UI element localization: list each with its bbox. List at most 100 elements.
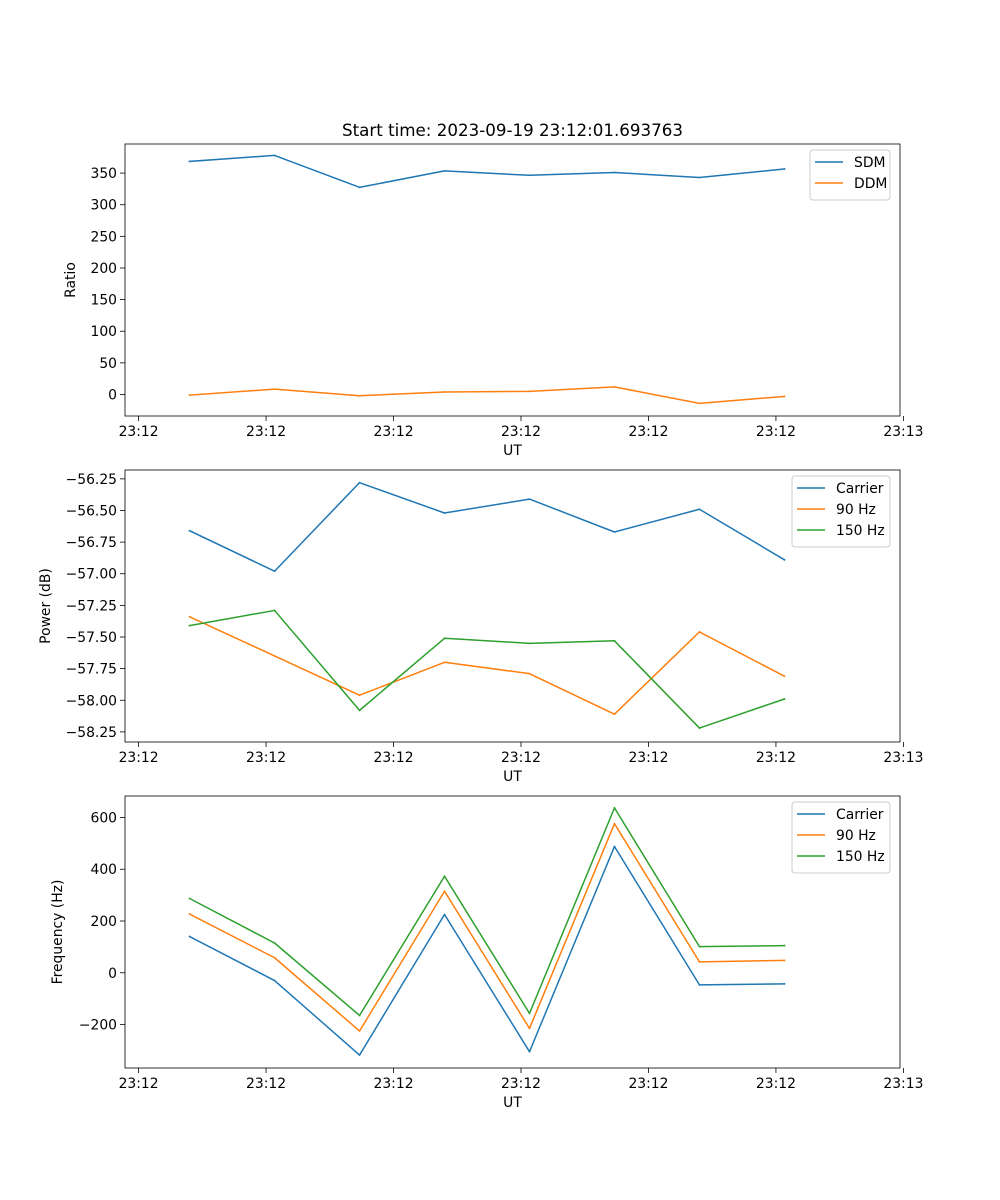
x-tick-label: 23:12: [374, 424, 414, 440]
x-axis-label: UT: [503, 443, 522, 459]
data-point-carrier: [528, 498, 531, 500]
y-tick-label: 0: [108, 966, 117, 982]
data-point-carrier: [613, 845, 616, 848]
y-tick-label: −57.25: [66, 598, 117, 614]
y-tick-label: 350: [90, 166, 117, 182]
data-point-carrier: [273, 979, 276, 982]
chart-panel-3: 23:12 23:12 23:12 23:12 23:12 23:12 23:13 −200 0…: [50, 795, 923, 1111]
legend-label-carrier: Carrier: [836, 481, 884, 497]
data-point-carrier: [358, 1054, 361, 1056]
data-point-carrier: [188, 529, 191, 532]
y-tick-label: −58.00: [66, 693, 117, 709]
data-point-90-hz: [528, 1027, 531, 1030]
data-point-150-hz: [698, 945, 701, 948]
axes-frame: [124, 143, 901, 417]
y-axis-label: Frequency (Hz): [50, 880, 66, 985]
data-point-90-hz: [783, 675, 786, 678]
y-tick-label: 200: [90, 914, 117, 930]
y-tick-label: −58.25: [66, 725, 117, 741]
y-tick-label: 600: [90, 810, 117, 826]
series-line-90-hz: [188, 822, 786, 1032]
y-tick-label: 0: [108, 387, 117, 403]
x-tick-label: 23:12: [628, 1076, 668, 1092]
y-axis-label: Ratio: [63, 262, 79, 298]
axes-frame: [124, 795, 901, 1069]
data-point-carrier: [443, 913, 446, 916]
data-point-150-hz: [528, 642, 531, 645]
data-point-carrier: [443, 512, 446, 514]
data-point-carrier: [358, 481, 361, 484]
data-point-sdm: [358, 186, 361, 189]
x-tick-label: 23:12: [246, 424, 286, 440]
data-point-carrier: [783, 982, 786, 985]
legend-label-90-hz: 90 Hz: [836, 502, 876, 518]
x-tick-label: 23:12: [119, 1076, 159, 1092]
x-tick-label: 23:12: [628, 750, 668, 766]
data-point-ddm: [443, 391, 446, 393]
series-line-carrier: [188, 481, 786, 572]
data-point-150-hz: [358, 709, 361, 712]
legend-label-150-hz: 150 Hz: [836, 849, 885, 865]
y-tick-label: 250: [90, 229, 117, 245]
data-point-150-hz: [188, 897, 191, 900]
data-point-90-hz: [273, 956, 276, 959]
y-tick-label: 50: [99, 356, 117, 372]
data-point-carrier: [613, 531, 616, 533]
data-point-150-hz: [188, 624, 191, 627]
y-tick-label: −200: [79, 1018, 117, 1034]
data-point-carrier: [188, 935, 191, 938]
data-point-90-hz: [358, 694, 361, 697]
data-point-ddm: [783, 395, 786, 398]
data-point-carrier: [273, 570, 276, 573]
x-tick-label: 23:12: [628, 424, 668, 440]
x-axis-label: UT: [503, 1095, 522, 1111]
y-tick-label: 100: [90, 324, 117, 340]
x-tick-label: 23:12: [501, 1076, 541, 1092]
data-point-150-hz: [358, 1014, 361, 1017]
x-tick-label: 23:12: [756, 1076, 796, 1092]
x-tick-label: 23:13: [883, 750, 923, 766]
data-point-ddm: [698, 402, 701, 405]
chart-panel-2: 23:12 23:12 23:12 23:12 23:12 23:12 23:13 −56.2…: [38, 469, 923, 785]
data-point-150-hz: [528, 1012, 531, 1015]
y-tick-label: 400: [90, 862, 117, 878]
x-tick-label: 23:12: [374, 750, 414, 766]
series-line-ddm: [188, 386, 786, 405]
data-point-carrier: [783, 558, 786, 561]
axes-frame: [124, 469, 901, 743]
legend: Carrier 90 Hz 150 Hz: [791, 801, 891, 874]
data-point-90-hz: [443, 890, 446, 893]
x-tick-label: 23:12: [246, 1076, 286, 1092]
data-point-ddm: [613, 386, 616, 388]
data-point-ddm: [188, 394, 191, 397]
data-point-carrier: [698, 508, 701, 511]
legend-label-sdm: SDM: [854, 155, 886, 171]
data-point-ddm: [528, 390, 531, 393]
data-point-ddm: [358, 394, 361, 397]
data-point-sdm: [528, 174, 531, 177]
data-point-90-hz: [273, 655, 276, 657]
y-tick-label: 150: [90, 293, 117, 309]
data-point-carrier: [528, 1050, 531, 1053]
data-point-90-hz: [528, 672, 531, 675]
data-point-150-hz: [613, 807, 616, 809]
y-tick-label: 200: [90, 261, 117, 277]
y-tick-label: 300: [90, 198, 117, 214]
data-point-sdm: [783, 168, 786, 170]
data-point-150-hz: [273, 942, 276, 944]
y-tick-label: −57.75: [66, 662, 117, 678]
data-point-90-hz: [783, 959, 786, 962]
y-tick-label: −57.50: [66, 630, 117, 646]
data-point-90-hz: [188, 615, 191, 618]
series-line-sdm: [188, 154, 786, 189]
data-point-sdm: [188, 160, 191, 163]
x-tick-label: 23:13: [883, 424, 923, 440]
legend: SDM DDM: [809, 149, 891, 201]
x-tick-label: 23:12: [756, 424, 796, 440]
x-tick-label: 23:12: [501, 750, 541, 766]
data-point-150-hz: [783, 698, 786, 700]
x-axis-label: UT: [503, 769, 522, 785]
data-point-90-hz: [188, 913, 191, 915]
figure-title: Start time: 2023-09-19 23:12:01.693763: [342, 120, 683, 140]
x-tick-label: 23:12: [501, 424, 541, 440]
